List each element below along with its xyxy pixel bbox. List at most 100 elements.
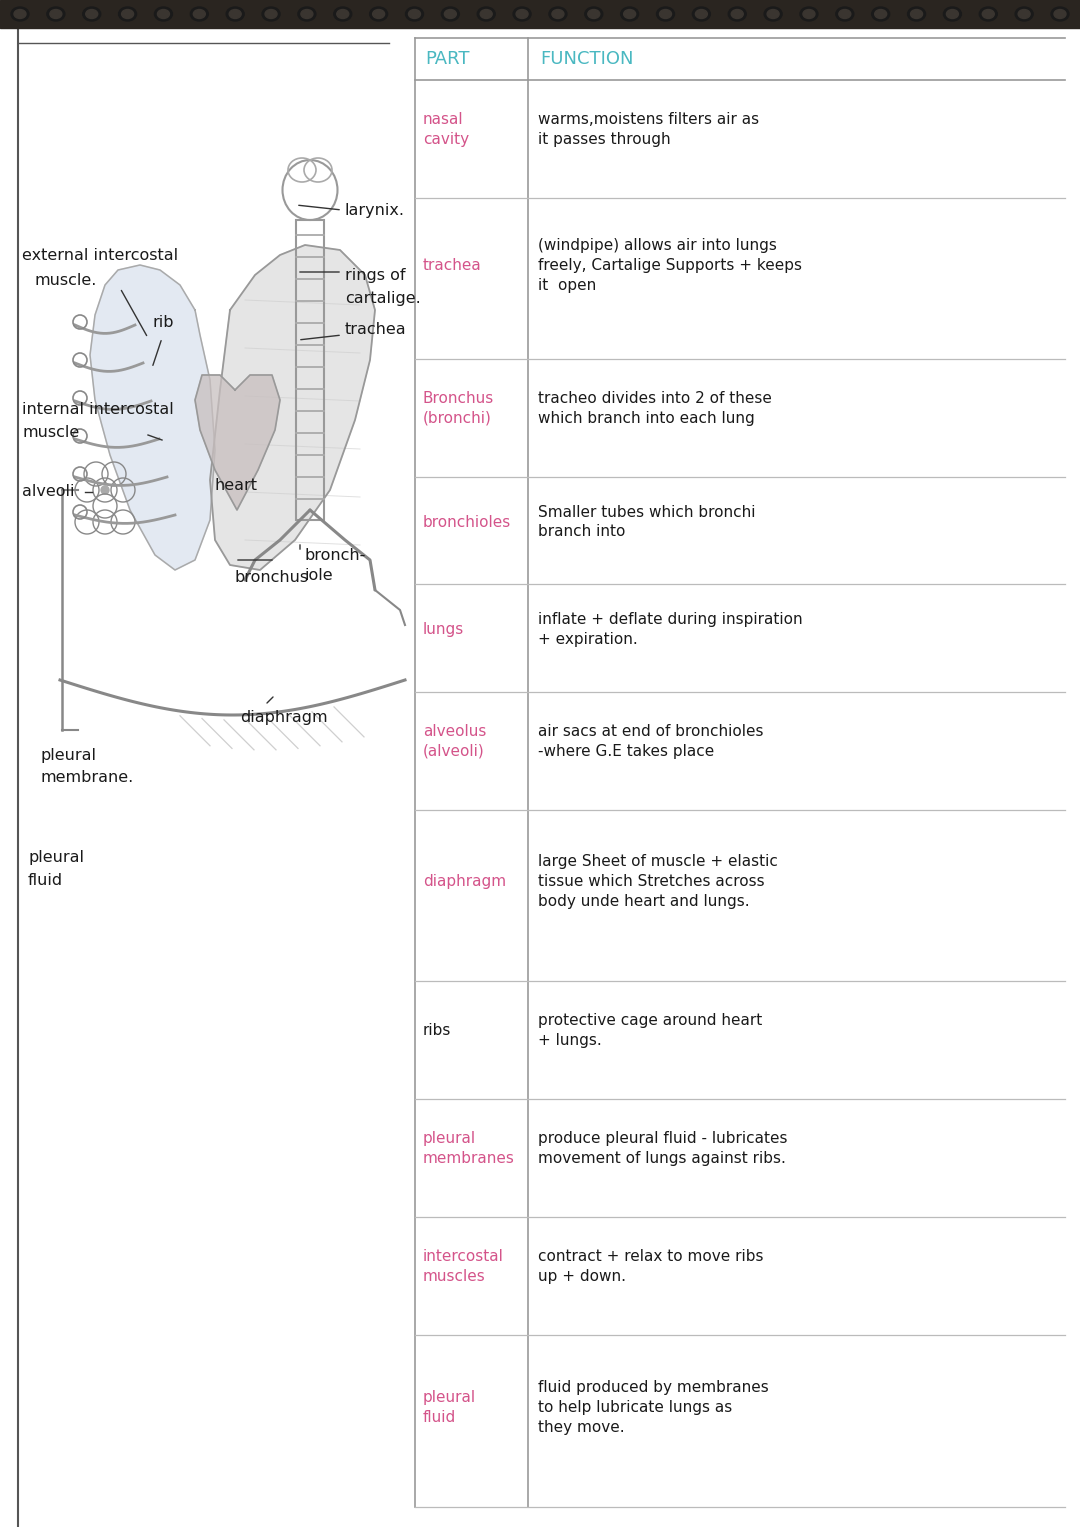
Ellipse shape bbox=[226, 8, 244, 21]
Text: trachea: trachea bbox=[423, 258, 482, 273]
Text: (windpipe) allows air into lungs
freely, Cartalige Supports + keeps
it  open: (windpipe) allows air into lungs freely,… bbox=[538, 238, 802, 293]
Ellipse shape bbox=[229, 9, 241, 18]
Ellipse shape bbox=[158, 9, 170, 18]
Ellipse shape bbox=[731, 9, 743, 18]
Text: protective cage around heart
+ lungs.: protective cage around heart + lungs. bbox=[538, 1014, 762, 1048]
Text: warms,moistens filters air as
it passes through: warms,moistens filters air as it passes … bbox=[538, 111, 759, 147]
Ellipse shape bbox=[800, 8, 818, 21]
Text: intercostal
muscles: intercostal muscles bbox=[423, 1249, 504, 1284]
Ellipse shape bbox=[767, 9, 779, 18]
Text: muscle: muscle bbox=[22, 425, 79, 440]
Text: muscle.: muscle. bbox=[35, 273, 97, 289]
Ellipse shape bbox=[14, 9, 26, 18]
Ellipse shape bbox=[369, 8, 388, 21]
Text: nasal
cavity: nasal cavity bbox=[423, 111, 469, 147]
Ellipse shape bbox=[875, 9, 887, 18]
Polygon shape bbox=[90, 266, 215, 570]
Text: bronchus: bronchus bbox=[235, 570, 309, 585]
Text: pleural
fluid: pleural fluid bbox=[423, 1390, 476, 1425]
Text: heart: heart bbox=[215, 478, 258, 493]
Ellipse shape bbox=[442, 8, 459, 21]
Ellipse shape bbox=[408, 9, 420, 18]
Ellipse shape bbox=[907, 8, 926, 21]
Ellipse shape bbox=[301, 9, 313, 18]
Ellipse shape bbox=[549, 8, 567, 21]
Text: pleural
membranes: pleural membranes bbox=[423, 1132, 515, 1167]
Ellipse shape bbox=[944, 8, 961, 21]
Text: trachea: trachea bbox=[345, 322, 407, 337]
Text: larynix.: larynix. bbox=[345, 203, 405, 217]
Ellipse shape bbox=[405, 8, 423, 21]
Ellipse shape bbox=[513, 8, 531, 21]
Ellipse shape bbox=[802, 9, 815, 18]
Text: large Sheet of muscle + elastic
tissue which Stretches across
body unde heart an: large Sheet of muscle + elastic tissue w… bbox=[538, 855, 778, 909]
Ellipse shape bbox=[660, 9, 672, 18]
Ellipse shape bbox=[1015, 8, 1034, 21]
Bar bbox=[0, 0, 1080, 27]
Ellipse shape bbox=[623, 9, 636, 18]
Text: cartalige.: cartalige. bbox=[345, 292, 421, 305]
Ellipse shape bbox=[1054, 9, 1066, 18]
Ellipse shape bbox=[154, 8, 173, 21]
Ellipse shape bbox=[477, 8, 496, 21]
Text: iole: iole bbox=[305, 568, 334, 583]
Ellipse shape bbox=[83, 8, 100, 21]
Text: ribs: ribs bbox=[423, 1023, 451, 1038]
Ellipse shape bbox=[946, 9, 958, 18]
Ellipse shape bbox=[621, 8, 638, 21]
Ellipse shape bbox=[552, 9, 564, 18]
Ellipse shape bbox=[262, 8, 280, 21]
Ellipse shape bbox=[298, 8, 315, 21]
Text: fluid produced by membranes
to help lubricate lungs as
they move.: fluid produced by membranes to help lubr… bbox=[538, 1380, 769, 1435]
Text: alveoli: alveoli bbox=[22, 484, 75, 499]
Text: Smaller tubes which bronchi
branch into: Smaller tubes which bronchi branch into bbox=[538, 504, 756, 539]
Text: fluid: fluid bbox=[28, 873, 63, 889]
Ellipse shape bbox=[46, 8, 65, 21]
Ellipse shape bbox=[85, 9, 97, 18]
Ellipse shape bbox=[119, 8, 136, 21]
Text: diaphragm: diaphragm bbox=[240, 710, 327, 725]
Ellipse shape bbox=[337, 9, 349, 18]
Text: inflate + deflate during inspiration
+ expiration.: inflate + deflate during inspiration + e… bbox=[538, 612, 802, 647]
Text: tracheo divides into 2 of these
which branch into each lung: tracheo divides into 2 of these which br… bbox=[538, 391, 772, 426]
Ellipse shape bbox=[588, 9, 599, 18]
Ellipse shape bbox=[696, 9, 707, 18]
Ellipse shape bbox=[11, 8, 29, 21]
Text: external intercostal: external intercostal bbox=[22, 247, 178, 263]
Text: bronchioles: bronchioles bbox=[423, 515, 511, 530]
Circle shape bbox=[102, 486, 109, 495]
Ellipse shape bbox=[728, 8, 746, 21]
Ellipse shape bbox=[373, 9, 384, 18]
Ellipse shape bbox=[481, 9, 492, 18]
Text: rib: rib bbox=[152, 315, 174, 330]
Text: rings of: rings of bbox=[345, 269, 405, 282]
Text: bronch-: bronch- bbox=[305, 548, 366, 563]
Text: contract + relax to move ribs
up + down.: contract + relax to move ribs up + down. bbox=[538, 1249, 764, 1284]
Ellipse shape bbox=[193, 9, 205, 18]
Ellipse shape bbox=[1018, 9, 1030, 18]
Ellipse shape bbox=[872, 8, 890, 21]
Text: membrane.: membrane. bbox=[40, 770, 133, 785]
Text: Bronchus
(bronchi): Bronchus (bronchi) bbox=[423, 391, 495, 426]
Ellipse shape bbox=[910, 9, 922, 18]
Ellipse shape bbox=[265, 9, 278, 18]
Ellipse shape bbox=[765, 8, 782, 21]
Text: diaphragm: diaphragm bbox=[423, 873, 507, 889]
Ellipse shape bbox=[980, 8, 997, 21]
Ellipse shape bbox=[516, 9, 528, 18]
Ellipse shape bbox=[657, 8, 675, 21]
Text: pleural: pleural bbox=[28, 851, 84, 864]
Polygon shape bbox=[210, 244, 375, 570]
Polygon shape bbox=[195, 376, 280, 510]
Text: pleural: pleural bbox=[40, 748, 96, 764]
Text: lungs: lungs bbox=[423, 621, 464, 637]
Ellipse shape bbox=[334, 8, 352, 21]
Text: internal intercostal: internal intercostal bbox=[22, 402, 174, 417]
Ellipse shape bbox=[190, 8, 208, 21]
Ellipse shape bbox=[50, 9, 62, 18]
Text: produce pleural fluid - lubricates
movement of lungs against ribs.: produce pleural fluid - lubricates movem… bbox=[538, 1132, 787, 1167]
Ellipse shape bbox=[584, 8, 603, 21]
Ellipse shape bbox=[692, 8, 711, 21]
Ellipse shape bbox=[1051, 8, 1069, 21]
Text: PART: PART bbox=[426, 50, 470, 69]
